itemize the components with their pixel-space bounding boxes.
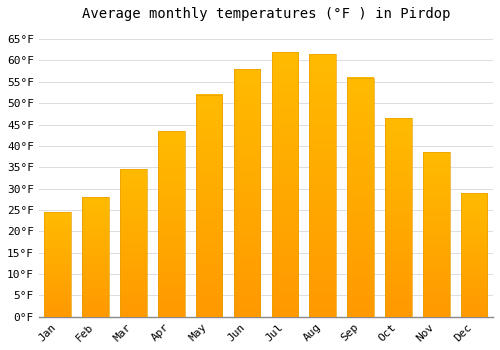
Bar: [234, 69, 260, 317]
Bar: [272, 52, 298, 317]
Bar: [158, 131, 184, 317]
Bar: [310, 54, 336, 317]
Bar: [82, 197, 109, 317]
Bar: [385, 118, 411, 317]
Bar: [44, 212, 71, 317]
Bar: [120, 169, 146, 317]
Bar: [461, 193, 487, 317]
Bar: [348, 78, 374, 317]
Bar: [196, 94, 222, 317]
Title: Average monthly temperatures (°F ) in Pirdop: Average monthly temperatures (°F ) in Pi…: [82, 7, 450, 21]
Bar: [423, 152, 450, 317]
